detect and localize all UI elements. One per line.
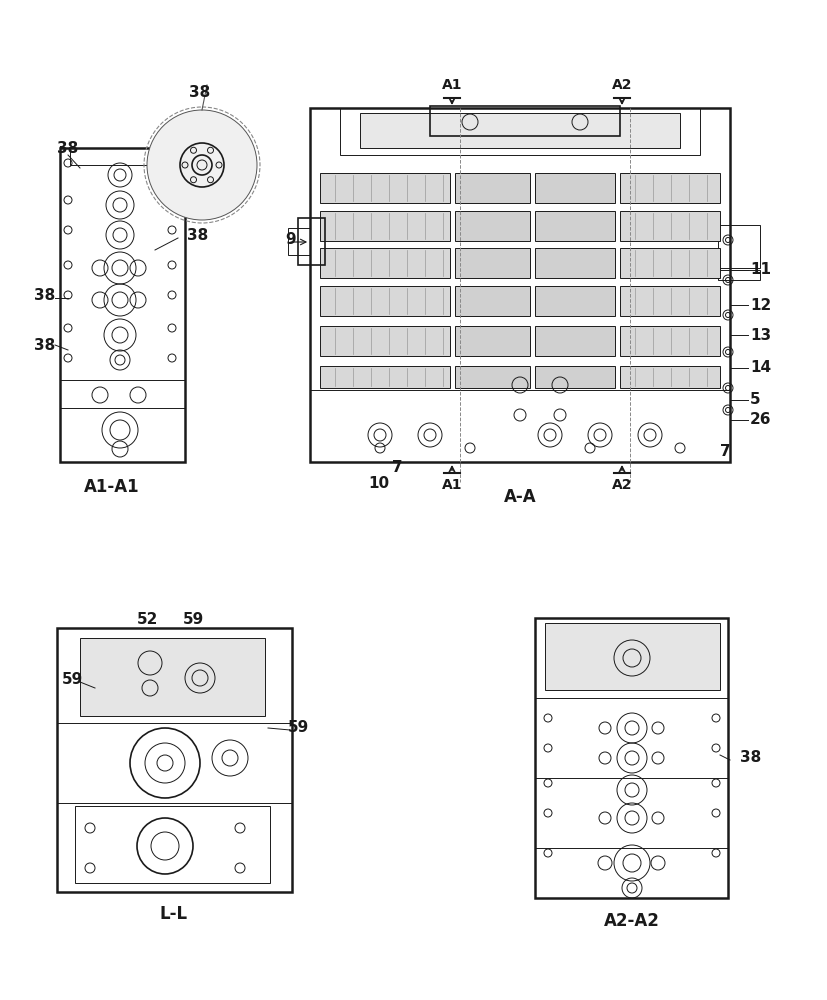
Bar xyxy=(455,248,529,278)
Bar xyxy=(455,211,529,241)
Bar xyxy=(319,248,449,278)
Bar xyxy=(455,326,529,356)
Bar xyxy=(298,218,325,265)
Text: 59: 59 xyxy=(287,720,308,736)
Text: 38: 38 xyxy=(35,338,55,353)
Text: A1: A1 xyxy=(442,78,461,92)
Bar xyxy=(534,211,614,241)
Text: 59: 59 xyxy=(61,672,83,688)
Text: 10: 10 xyxy=(367,476,389,490)
Text: 38: 38 xyxy=(739,750,760,766)
Bar xyxy=(534,366,614,388)
Bar xyxy=(288,228,309,255)
Text: 38: 38 xyxy=(35,288,55,302)
Text: 38: 38 xyxy=(57,141,79,156)
Bar xyxy=(534,248,614,278)
Bar xyxy=(319,173,449,203)
Bar xyxy=(309,390,729,462)
Text: A1-A1: A1-A1 xyxy=(84,478,140,496)
Bar xyxy=(60,148,184,462)
Bar xyxy=(534,173,614,203)
Text: 52: 52 xyxy=(137,612,159,628)
Text: 7: 7 xyxy=(391,460,402,476)
Bar xyxy=(340,108,699,155)
Bar xyxy=(319,366,449,388)
Text: 38: 38 xyxy=(189,85,210,100)
Bar xyxy=(544,623,719,690)
Bar xyxy=(429,106,619,136)
Text: 13: 13 xyxy=(749,328,770,342)
Text: A-A: A-A xyxy=(503,488,536,506)
Bar xyxy=(70,148,174,165)
Bar xyxy=(717,225,759,268)
Text: L-L: L-L xyxy=(160,905,188,923)
Text: 12: 12 xyxy=(749,298,770,312)
Text: 5: 5 xyxy=(749,392,760,408)
Bar xyxy=(534,286,614,316)
Circle shape xyxy=(147,110,256,220)
Bar xyxy=(534,618,727,898)
Bar xyxy=(619,366,719,388)
Text: A1: A1 xyxy=(442,478,461,492)
Bar xyxy=(319,211,449,241)
Text: 11: 11 xyxy=(749,262,770,277)
Bar xyxy=(80,638,265,716)
Bar xyxy=(619,211,719,241)
Bar xyxy=(534,326,614,356)
Text: 14: 14 xyxy=(749,360,770,375)
Bar xyxy=(319,326,449,356)
Text: A2-A2: A2-A2 xyxy=(604,912,659,930)
Bar xyxy=(75,806,270,883)
Text: 38: 38 xyxy=(187,228,208,242)
Text: A2: A2 xyxy=(611,78,632,92)
Text: 26: 26 xyxy=(749,412,771,428)
Bar xyxy=(619,286,719,316)
Bar xyxy=(619,326,719,356)
Text: 9: 9 xyxy=(284,232,295,247)
Text: 59: 59 xyxy=(182,612,203,628)
Bar xyxy=(360,113,679,148)
Bar xyxy=(319,286,449,316)
Bar xyxy=(717,270,759,280)
Text: 7: 7 xyxy=(719,444,729,460)
Bar xyxy=(455,366,529,388)
Bar xyxy=(57,628,292,892)
Bar xyxy=(455,286,529,316)
Text: A2: A2 xyxy=(611,478,632,492)
Bar xyxy=(619,173,719,203)
Bar xyxy=(619,248,719,278)
Bar xyxy=(309,108,729,462)
Bar xyxy=(455,173,529,203)
